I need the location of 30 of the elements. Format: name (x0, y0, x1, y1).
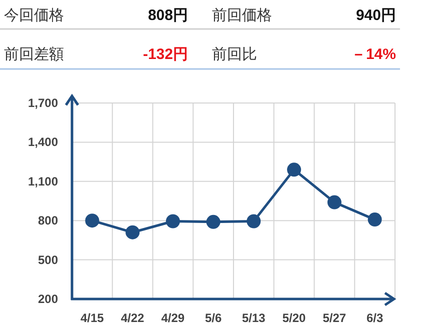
point (126, 225, 140, 240)
y-tick-label: 800 (38, 214, 58, 228)
point (166, 214, 180, 228)
text: 前回比 (212, 46, 257, 63)
text: 前回差額 (4, 46, 64, 63)
text: 今回価格 (4, 7, 64, 24)
y-tick-label: 500 (38, 252, 58, 267)
x-tick-label: 4/15 (80, 311, 104, 325)
y-tick-label: 1,100 (28, 174, 58, 188)
point (246, 214, 261, 228)
y-tick-label: 1,700 (28, 96, 58, 110)
x-tick-label: 4/29 (161, 311, 185, 325)
x-tick-label: 4/22 (120, 311, 145, 325)
x-tick-label: 5/27 (322, 311, 346, 325)
y-tick-label: 200 (38, 292, 58, 306)
text: -132円 (142, 46, 188, 63)
point (85, 214, 100, 228)
x-tick-label: 6/3 (366, 311, 384, 325)
point (287, 162, 302, 177)
point (327, 195, 342, 210)
point (206, 214, 220, 229)
x-tick-label: 5/13 (242, 311, 266, 325)
text: 前回価格 (212, 7, 272, 24)
x-tick-label: 5/6 (204, 311, 222, 325)
text: 940円 (356, 7, 396, 24)
text: －14% (350, 46, 396, 63)
y-tick-label: 1,400 (28, 135, 58, 150)
point (368, 212, 382, 227)
text: 808円 (148, 7, 188, 24)
x-tick-label: 5/20 (282, 311, 306, 325)
